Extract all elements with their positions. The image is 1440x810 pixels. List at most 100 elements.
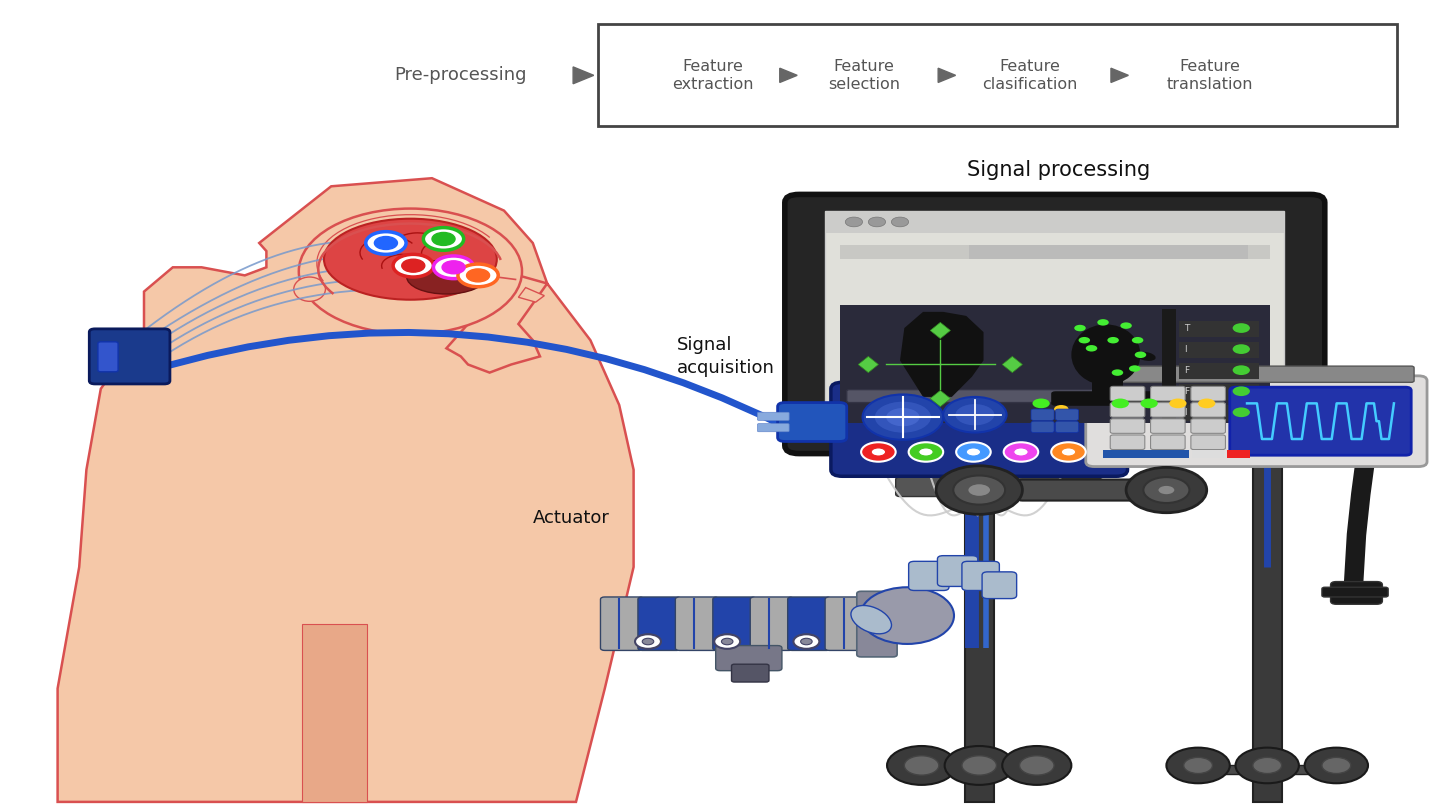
Circle shape: [793, 634, 819, 649]
FancyBboxPatch shape: [857, 591, 897, 657]
FancyBboxPatch shape: [909, 561, 949, 590]
FancyBboxPatch shape: [1031, 409, 1054, 420]
FancyBboxPatch shape: [1099, 366, 1414, 382]
Polygon shape: [58, 178, 634, 802]
Circle shape: [845, 217, 863, 227]
Circle shape: [1004, 442, 1038, 462]
FancyBboxPatch shape: [716, 646, 782, 671]
Circle shape: [1233, 344, 1250, 354]
Ellipse shape: [300, 209, 521, 334]
FancyBboxPatch shape: [1192, 450, 1224, 458]
Polygon shape: [858, 356, 878, 373]
Circle shape: [936, 466, 1022, 514]
Circle shape: [1126, 467, 1207, 513]
FancyBboxPatch shape: [1092, 377, 1123, 397]
Circle shape: [393, 254, 433, 277]
FancyBboxPatch shape: [302, 624, 367, 802]
FancyBboxPatch shape: [825, 211, 1284, 233]
FancyBboxPatch shape: [89, 329, 170, 384]
Polygon shape: [939, 68, 956, 83]
FancyBboxPatch shape: [840, 305, 1270, 423]
Circle shape: [968, 484, 991, 497]
Text: I: I: [1184, 407, 1187, 417]
Circle shape: [1061, 448, 1076, 456]
Circle shape: [1143, 477, 1189, 503]
Circle shape: [1107, 337, 1119, 343]
FancyBboxPatch shape: [778, 403, 847, 441]
Circle shape: [1079, 337, 1090, 343]
FancyBboxPatch shape: [1191, 403, 1225, 417]
FancyBboxPatch shape: [1179, 342, 1259, 358]
FancyBboxPatch shape: [1253, 437, 1282, 802]
Circle shape: [887, 746, 956, 785]
Polygon shape: [1112, 68, 1129, 83]
FancyBboxPatch shape: [1184, 430, 1351, 448]
Circle shape: [402, 259, 425, 272]
FancyBboxPatch shape: [914, 761, 1044, 770]
Text: I: I: [1184, 344, 1187, 354]
FancyBboxPatch shape: [598, 24, 1397, 126]
Circle shape: [714, 634, 740, 649]
Circle shape: [1002, 746, 1071, 785]
FancyBboxPatch shape: [840, 334, 955, 382]
Text: Feature
selection: Feature selection: [828, 58, 900, 92]
FancyBboxPatch shape: [1056, 421, 1079, 433]
Text: Pre-processing: Pre-processing: [395, 66, 527, 84]
FancyBboxPatch shape: [1110, 386, 1145, 401]
Circle shape: [1233, 365, 1250, 375]
Circle shape: [1169, 399, 1187, 408]
Polygon shape: [900, 312, 984, 397]
Circle shape: [962, 756, 996, 775]
Circle shape: [1032, 399, 1050, 408]
FancyBboxPatch shape: [831, 382, 1128, 476]
Circle shape: [1112, 369, 1123, 376]
Ellipse shape: [324, 219, 497, 300]
Circle shape: [1051, 442, 1086, 462]
Text: F: F: [1184, 386, 1189, 396]
FancyBboxPatch shape: [1031, 421, 1054, 433]
Circle shape: [1233, 407, 1250, 417]
FancyBboxPatch shape: [713, 597, 756, 650]
FancyBboxPatch shape: [757, 424, 789, 432]
Circle shape: [1233, 386, 1250, 396]
Polygon shape: [930, 390, 950, 407]
Circle shape: [442, 261, 465, 274]
Circle shape: [1020, 756, 1054, 775]
Text: F: F: [1184, 365, 1189, 375]
Circle shape: [458, 264, 498, 287]
FancyBboxPatch shape: [98, 342, 118, 372]
FancyBboxPatch shape: [874, 372, 969, 391]
FancyBboxPatch shape: [825, 211, 1284, 431]
Circle shape: [904, 756, 939, 775]
Circle shape: [432, 232, 455, 245]
FancyBboxPatch shape: [969, 245, 1248, 259]
Circle shape: [945, 746, 1014, 785]
Ellipse shape: [294, 277, 325, 301]
Circle shape: [863, 394, 943, 440]
FancyBboxPatch shape: [1179, 405, 1259, 421]
FancyBboxPatch shape: [825, 597, 868, 650]
FancyBboxPatch shape: [1179, 321, 1259, 337]
FancyBboxPatch shape: [1110, 435, 1145, 450]
FancyBboxPatch shape: [929, 352, 950, 389]
Ellipse shape: [1136, 352, 1156, 361]
FancyBboxPatch shape: [785, 194, 1325, 454]
FancyBboxPatch shape: [675, 597, 719, 650]
FancyBboxPatch shape: [1230, 387, 1411, 455]
FancyBboxPatch shape: [1018, 480, 1142, 501]
FancyBboxPatch shape: [1162, 309, 1176, 419]
Polygon shape: [1002, 356, 1022, 373]
Circle shape: [1305, 748, 1368, 783]
FancyBboxPatch shape: [732, 664, 769, 682]
Circle shape: [1129, 365, 1140, 372]
Circle shape: [966, 448, 981, 456]
Circle shape: [801, 638, 812, 645]
FancyBboxPatch shape: [962, 561, 999, 590]
Circle shape: [943, 397, 1007, 433]
Circle shape: [1140, 399, 1158, 408]
Circle shape: [721, 638, 733, 645]
FancyBboxPatch shape: [1191, 435, 1225, 450]
Text: Signal
acquisition: Signal acquisition: [677, 335, 775, 377]
Circle shape: [1135, 352, 1146, 358]
Circle shape: [861, 442, 896, 462]
